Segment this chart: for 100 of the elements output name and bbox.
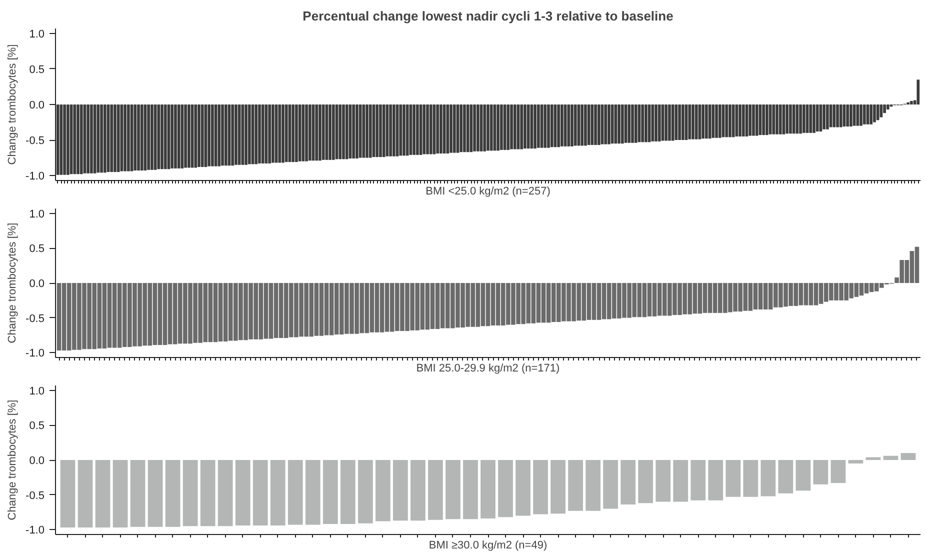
bar — [282, 104, 284, 163]
bar — [221, 104, 224, 166]
bar — [586, 460, 601, 511]
bar — [110, 104, 114, 172]
bar — [789, 104, 792, 134]
bar — [305, 460, 320, 525]
bar — [480, 460, 496, 518]
bar — [802, 104, 806, 133]
bar — [473, 104, 476, 152]
bar — [883, 456, 898, 460]
bar — [198, 104, 200, 168]
bar — [608, 104, 610, 144]
bar — [116, 104, 120, 172]
y-tick-label: 0.5 — [29, 243, 45, 256]
bar — [516, 460, 530, 516]
bar — [547, 104, 550, 148]
bar — [715, 104, 718, 138]
bar — [56, 104, 60, 175]
bar — [379, 104, 382, 158]
bar — [654, 104, 658, 142]
bar — [752, 104, 755, 136]
bar — [536, 104, 540, 148]
bar — [295, 104, 298, 162]
bar — [177, 104, 180, 168]
bar — [268, 104, 271, 164]
bar — [147, 104, 150, 170]
bar — [796, 460, 811, 491]
bar — [328, 104, 332, 160]
bar — [544, 104, 547, 148]
bar — [322, 460, 338, 524]
bar — [776, 104, 778, 134]
bar — [366, 104, 368, 158]
bar — [726, 460, 741, 497]
bar — [490, 104, 493, 151]
bar — [130, 460, 146, 527]
bar — [590, 104, 594, 145]
bar — [526, 104, 530, 149]
bar — [218, 460, 233, 526]
bar — [694, 104, 698, 140]
bar — [848, 460, 864, 464]
bar — [870, 104, 873, 124]
bar — [80, 104, 83, 174]
bar — [644, 104, 648, 142]
bar — [641, 104, 644, 142]
bar — [332, 104, 335, 160]
bar — [463, 104, 466, 152]
bar — [412, 104, 416, 155]
bar — [574, 104, 577, 146]
bar — [567, 104, 570, 146]
bar — [498, 460, 513, 518]
bar — [410, 460, 426, 521]
bar — [610, 104, 614, 144]
bar — [422, 104, 426, 154]
bar — [850, 104, 852, 127]
bar — [604, 104, 608, 144]
bar — [483, 104, 486, 152]
bar — [368, 104, 372, 158]
bar — [452, 104, 456, 153]
bar — [148, 460, 163, 527]
bar — [402, 104, 406, 156]
bar — [358, 460, 373, 524]
bar — [816, 104, 819, 132]
bar — [550, 104, 554, 148]
bar — [533, 460, 548, 514]
bar — [150, 104, 154, 170]
bar — [748, 104, 752, 136]
y-axis-title: Change trombocytes [%] — [6, 44, 19, 165]
x-axis-title: BMI <25.0 kg/m2 (n=257) — [426, 186, 550, 198]
bar — [429, 104, 432, 154]
bar — [510, 104, 513, 150]
bar — [778, 460, 794, 494]
bar — [830, 460, 846, 483]
bar — [728, 104, 732, 138]
bar — [603, 460, 618, 509]
bar — [836, 104, 839, 128]
y-tick-label: 0.0 — [29, 100, 45, 112]
bar — [692, 104, 694, 140]
y-tick-label: 0.0 — [29, 455, 45, 467]
bar — [651, 104, 654, 142]
bar — [338, 104, 342, 160]
y-tick-label: -0.5 — [26, 490, 45, 502]
bar — [681, 104, 684, 140]
bar — [568, 460, 583, 511]
y-tick-label: 1.0 — [29, 28, 45, 40]
bar — [446, 104, 450, 154]
bar — [678, 104, 681, 140]
bar — [63, 104, 66, 175]
bar — [910, 100, 913, 104]
bar — [60, 460, 76, 528]
bar — [702, 104, 704, 139]
bar — [712, 104, 715, 138]
bar — [584, 104, 587, 146]
bar — [315, 104, 318, 161]
bar — [786, 104, 789, 134]
bar — [124, 104, 126, 172]
bar — [500, 104, 503, 150]
bar — [743, 460, 758, 497]
bar — [513, 104, 516, 150]
y-tick-label: 1.0 — [29, 385, 45, 398]
bar — [822, 104, 826, 130]
